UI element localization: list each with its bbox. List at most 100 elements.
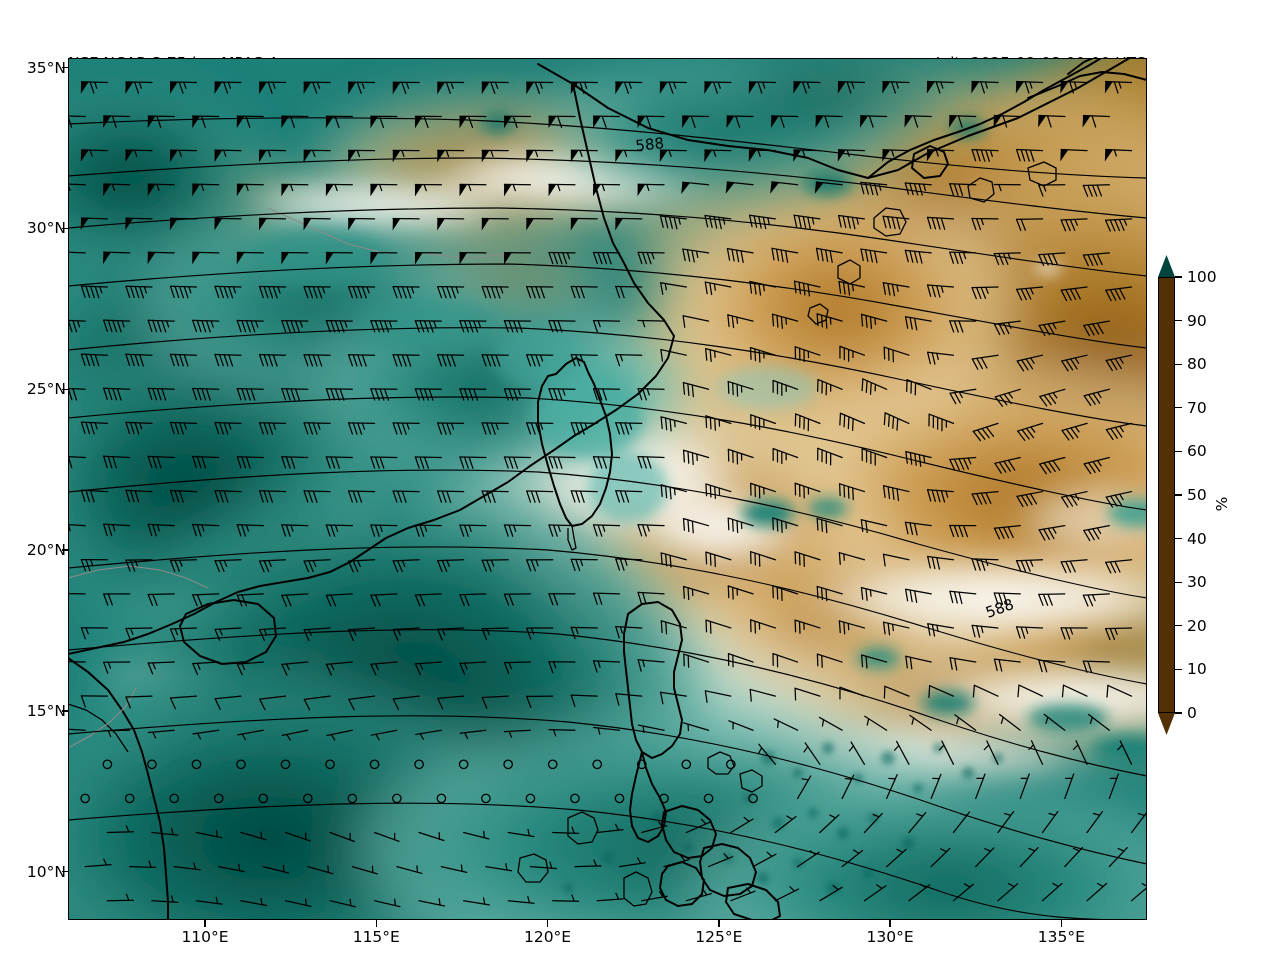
colorbar-tick-label: 50 xyxy=(1187,486,1207,504)
wind-barb xyxy=(392,217,420,231)
wind-barb xyxy=(281,251,309,265)
wind-barb xyxy=(954,714,977,731)
wind-barb xyxy=(503,729,532,738)
wind-barb xyxy=(838,280,866,296)
wind-barb xyxy=(80,627,109,640)
wind-barb xyxy=(169,217,198,231)
wind-barb xyxy=(84,858,112,868)
wind-barb xyxy=(459,593,487,607)
wind-barb xyxy=(860,519,888,534)
wind-barb xyxy=(681,115,710,129)
wind-barb xyxy=(440,864,468,874)
wind-barb xyxy=(1016,286,1044,301)
wind-barb xyxy=(303,627,331,642)
wind-barb xyxy=(660,348,687,362)
map-plot-area: 588 588 xyxy=(68,58,1147,920)
calm-wind-circle xyxy=(213,793,224,804)
wind-barb xyxy=(971,490,999,506)
wind-barb xyxy=(129,860,157,869)
wind-barb xyxy=(284,831,311,842)
wind-barb xyxy=(772,448,799,465)
wind-barb xyxy=(414,524,442,537)
wind-barb xyxy=(993,320,1021,336)
wind-barb xyxy=(348,627,376,642)
wind-barb xyxy=(772,653,799,668)
wind-barb xyxy=(615,693,643,706)
wind-barb xyxy=(281,661,309,676)
wind-barb xyxy=(325,251,353,265)
wind-barb xyxy=(882,215,910,230)
wind-barb xyxy=(147,593,175,607)
wind-barb xyxy=(437,286,465,299)
wind-barb xyxy=(615,625,643,639)
wind-barb xyxy=(503,183,532,197)
wind-barb xyxy=(1015,80,1044,94)
wind-barb xyxy=(837,214,866,230)
wind-barb xyxy=(682,722,710,732)
wind-barb xyxy=(325,388,353,401)
wind-barb xyxy=(459,729,487,740)
convective-speckle xyxy=(563,742,1003,894)
wind-barb xyxy=(1038,320,1066,337)
wind-barb xyxy=(949,251,977,265)
wind-barb xyxy=(927,555,955,570)
calm-wind-circle xyxy=(369,759,380,770)
wind-barb xyxy=(928,685,955,698)
wind-barb xyxy=(592,251,621,265)
wind-barb xyxy=(236,183,264,197)
wind-barb xyxy=(592,456,621,469)
wind-barb xyxy=(192,387,220,401)
wind-barb xyxy=(949,657,977,671)
wind-barb xyxy=(750,482,776,499)
wind-barb xyxy=(682,518,710,534)
wind-barb xyxy=(1082,114,1110,128)
wind-barb xyxy=(817,447,843,466)
wind-barb xyxy=(1083,388,1110,407)
wind-barb xyxy=(1105,286,1133,302)
wind-barb xyxy=(997,882,1019,902)
latitude-tick-label: 20°N xyxy=(26,541,66,560)
wind-barb xyxy=(370,661,398,676)
latitude-tick xyxy=(62,227,69,230)
wind-barb xyxy=(749,688,776,702)
colorbar-tick xyxy=(1175,712,1182,714)
wind-barb xyxy=(169,353,198,367)
wind-barb xyxy=(169,421,198,435)
wind-barb xyxy=(258,353,287,367)
wind-barb xyxy=(771,313,799,329)
wind-barb xyxy=(195,829,223,839)
wind-barb xyxy=(926,149,955,162)
wind-barb xyxy=(147,183,175,197)
wind-barb xyxy=(909,714,932,731)
wind-barb xyxy=(839,345,866,362)
colorbar-tick xyxy=(1175,450,1182,453)
wind-barb xyxy=(971,286,999,300)
wind-barb xyxy=(392,627,420,641)
wind-barb xyxy=(370,115,398,129)
wind-barb xyxy=(370,251,398,265)
coastlines xyxy=(68,58,1147,920)
wind-barb xyxy=(796,850,820,868)
calm-wind-circle xyxy=(191,759,202,770)
wind-barb xyxy=(637,319,665,328)
wind-barb xyxy=(151,827,179,836)
wind-barb xyxy=(704,81,732,94)
colorbar-tick-label: 90 xyxy=(1187,311,1207,330)
wind-barb xyxy=(329,831,356,843)
wind-barb xyxy=(730,816,754,834)
wind-barb xyxy=(103,387,131,401)
wind-barb xyxy=(637,456,665,469)
wind-barb xyxy=(570,490,598,503)
wind-barb xyxy=(303,149,331,163)
wind-barb xyxy=(1017,684,1044,698)
wind-barb xyxy=(660,484,687,500)
wind-barb xyxy=(103,729,131,738)
wind-barb xyxy=(281,388,309,401)
colorbar-tick xyxy=(1175,625,1182,627)
wind-barb xyxy=(192,319,220,333)
wind-barb xyxy=(1019,847,1039,868)
wind-barb xyxy=(481,422,509,435)
wind-barb xyxy=(303,285,331,299)
wind-barb xyxy=(772,517,799,533)
longitude-tick xyxy=(1060,920,1063,927)
